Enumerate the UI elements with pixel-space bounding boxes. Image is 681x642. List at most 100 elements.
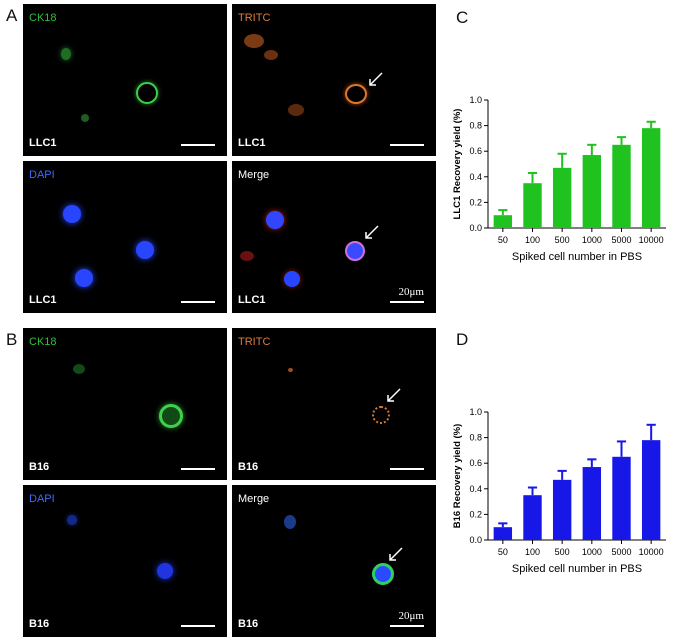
y-tick-label: 0.8: [469, 433, 482, 443]
blue-nucleus: [63, 205, 81, 223]
bar: [523, 183, 542, 228]
red-speck: [240, 251, 254, 261]
y-tick-label: 0.6: [469, 458, 482, 468]
panel-letter-d: D: [456, 330, 469, 349]
orange-speck: [244, 34, 264, 48]
b16-tritc-image: TRITC B16: [232, 328, 436, 480]
x-tick-label: 5000: [611, 235, 631, 245]
y-tick-label: 1.0: [469, 407, 482, 417]
green-speck: [73, 364, 85, 374]
x-tick-label: 1000: [582, 235, 602, 245]
bar: [641, 440, 661, 540]
x-tick-label: 5000: [611, 547, 631, 557]
sample-label: B16: [238, 461, 259, 473]
scale-text: 20μm: [398, 286, 424, 298]
x-tick-label: 10000: [639, 547, 664, 557]
b16-dapi-image: DAPI B16: [23, 485, 227, 637]
green-cell: [159, 404, 183, 428]
ck18-label: CK18: [29, 336, 57, 348]
green-cell: [136, 82, 158, 104]
orange-speck: [264, 50, 278, 60]
y-axis-label: B16 Recovery yield (%): [452, 424, 463, 529]
orange-cell: [372, 406, 390, 424]
llc1-ck18-image: CK18 LLC1: [23, 4, 227, 156]
blue-nucleus: [67, 515, 77, 525]
y-tick-label: 0.4: [469, 484, 482, 494]
y-tick-label: 1.0: [469, 95, 482, 105]
x-tick-label: 50: [498, 235, 508, 245]
dapi-label: DAPI: [29, 169, 55, 181]
x-tick-label: 500: [555, 547, 570, 557]
y-tick-label: 0.8: [469, 121, 482, 131]
panel-letter-a: A: [6, 6, 18, 25]
y-axis-label: LLC1 Recovery yield (%): [452, 109, 463, 220]
merged-cell: [284, 515, 296, 529]
x-tick-label: 10000: [639, 235, 664, 245]
white-arrow-icon: [369, 72, 383, 86]
x-tick-label: 1000: [582, 547, 602, 557]
blue-nucleus: [157, 563, 173, 579]
bar: [612, 144, 631, 228]
scale-bar: [390, 468, 424, 470]
sample-label: LLC1: [238, 294, 266, 306]
merged-cell: [345, 241, 365, 261]
llc1-dapi-image: DAPI LLC1: [23, 161, 227, 313]
white-arrow-icon: [389, 547, 403, 561]
b16-merge-image: Merge B16 20μm: [232, 485, 436, 637]
panel-letter-c: C: [456, 8, 469, 27]
scale-bar: [181, 468, 215, 470]
x-tick-label: 100: [525, 235, 540, 245]
ck18-label: CK18: [29, 12, 57, 24]
bar: [641, 128, 661, 228]
sample-label: B16: [29, 618, 50, 630]
llc1-recovery-chart: 0.0 0.2 0.4 0.6 0.8 1.0 50 100 500 1000 5000 10000 S…: [452, 95, 666, 263]
scale-bar: [181, 144, 215, 146]
scale-bar: [390, 301, 424, 303]
merge-label: Merge: [238, 493, 270, 505]
scale-text: 20μm: [398, 610, 424, 622]
sample-label: LLC1: [238, 137, 266, 149]
x-tick-label: 100: [525, 547, 540, 557]
white-arrow-icon: [365, 225, 379, 239]
orange-speck: [288, 368, 293, 372]
bar: [493, 215, 513, 228]
bar: [523, 495, 542, 540]
bar: [552, 479, 572, 540]
x-tick-label: 500: [555, 235, 570, 245]
tritc-label: TRITC: [238, 12, 271, 24]
scale-bar: [181, 301, 215, 303]
green-speck: [61, 48, 71, 60]
sample-label: LLC1: [29, 137, 57, 149]
orange-speck: [288, 104, 304, 116]
orange-cell: [345, 84, 367, 104]
blue-nucleus: [75, 269, 93, 287]
blue-nucleus: [136, 241, 154, 259]
bar: [552, 167, 572, 228]
merged-cell: [284, 271, 300, 287]
bar: [582, 467, 602, 540]
bar: [582, 155, 602, 228]
scale-bar: [390, 144, 424, 146]
panel-letter-b: B: [6, 330, 18, 349]
b16-recovery-chart: 0.0 0.2 0.4 0.6 0.8 1.0 50 100 500 1000 5000 10000 S…: [452, 407, 666, 575]
dapi-label: DAPI: [29, 493, 55, 505]
sample-label: LLC1: [29, 294, 57, 306]
x-axis-label: Spiked cell number in PBS: [512, 563, 642, 575]
tritc-label: TRITC: [238, 336, 271, 348]
llc1-tritc-image: TRITC LLC1: [232, 4, 436, 156]
merged-cell: [372, 563, 394, 585]
scale-bar: [181, 625, 215, 627]
y-tick-label: 0.2: [469, 197, 482, 207]
merged-cell: [266, 211, 284, 229]
x-axis-label: Spiked cell number in PBS: [512, 251, 642, 263]
bar: [612, 456, 631, 540]
bar: [493, 527, 513, 540]
b16-ck18-image: CK18 B16: [23, 328, 227, 480]
llc1-merge-image: Merge LLC1 20μm: [232, 161, 436, 313]
sample-label: B16: [238, 618, 259, 630]
merge-label: Merge: [238, 169, 270, 181]
x-tick-label: 50: [498, 547, 508, 557]
y-tick-label: 0.4: [469, 172, 482, 182]
sample-label: B16: [29, 461, 50, 473]
scale-bar: [390, 625, 424, 627]
